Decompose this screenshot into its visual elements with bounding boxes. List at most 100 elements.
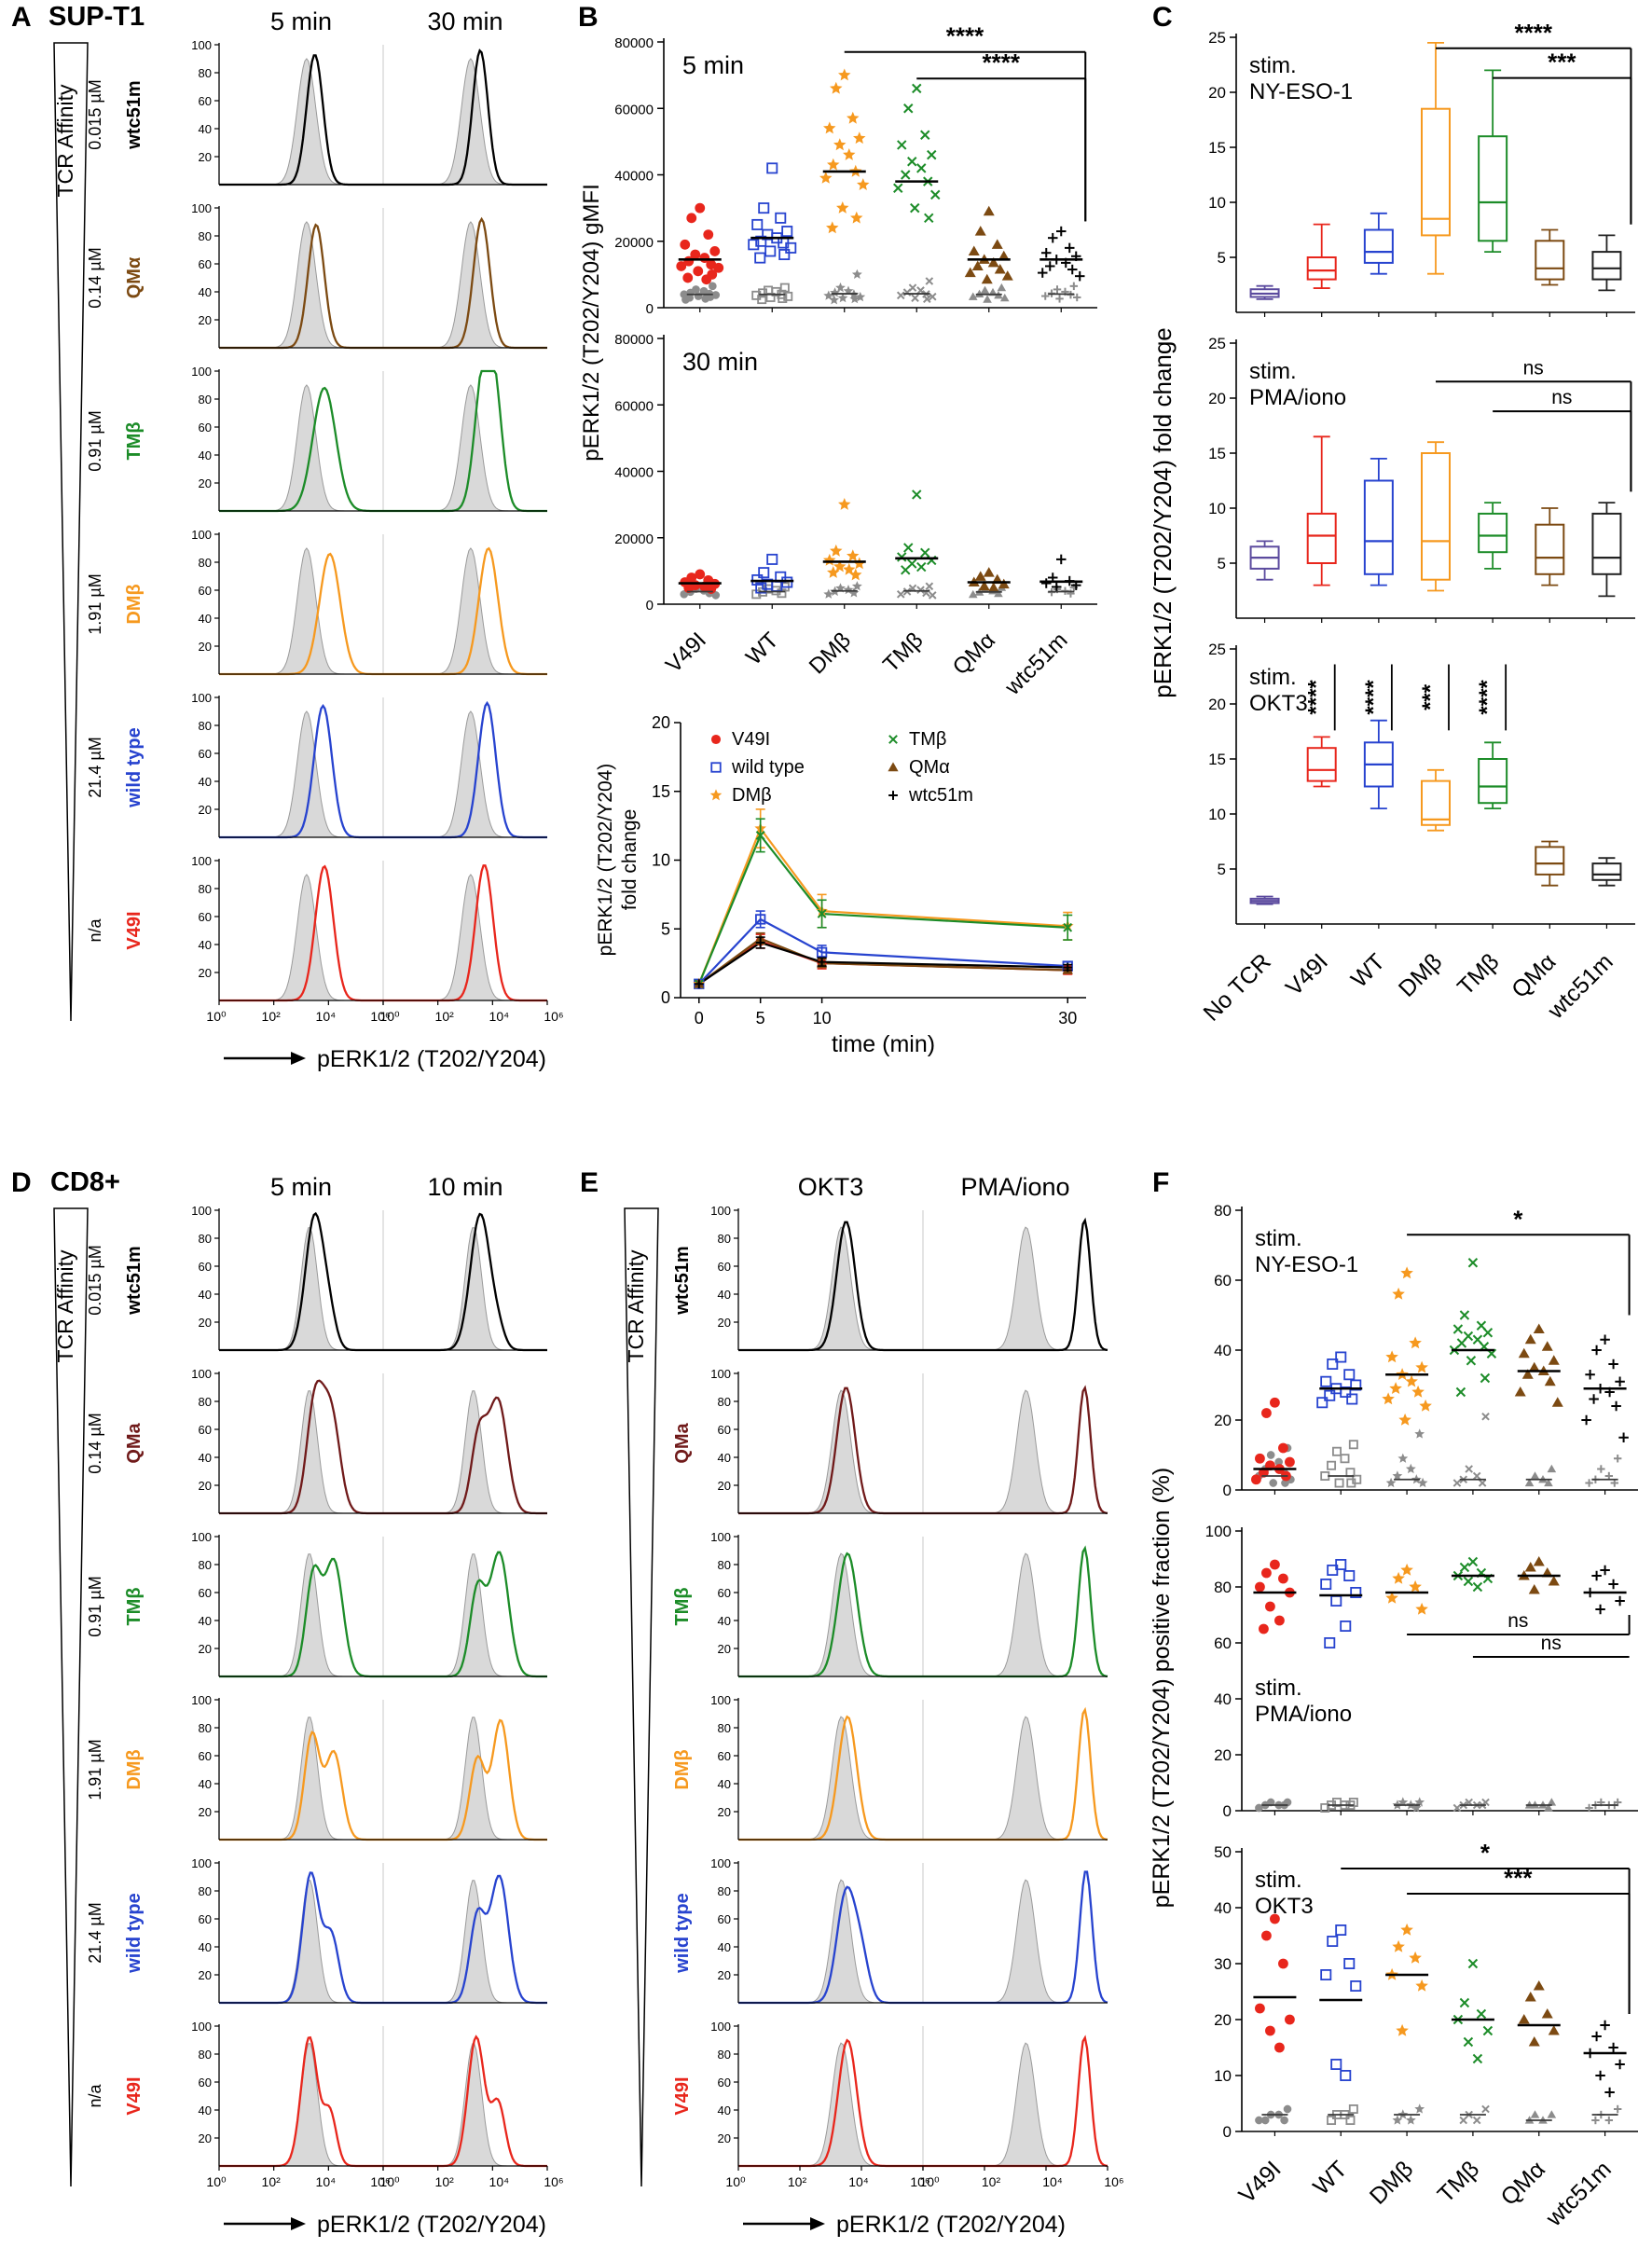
point-circle-icon [1278, 1442, 1288, 1454]
y-tick-label: 10 [1208, 194, 1226, 212]
y-tick-label: 80 [1214, 1579, 1232, 1596]
stim-name: NY-ESO-1 [1249, 79, 1353, 104]
y-tick-label: 15 [1208, 751, 1226, 768]
point-star-icon [1405, 1463, 1416, 1474]
point-square-icon [775, 212, 787, 224]
x-tick-label: 10⁴ [316, 1009, 337, 1024]
point-star-icon [1397, 1453, 1409, 1463]
point-triangle-icon [1533, 1556, 1545, 1566]
tcr-name-label: TMβ [124, 421, 145, 460]
point-x-icon [1459, 2116, 1468, 2125]
category-label: TMβ [1433, 2156, 1484, 2207]
stim-name: PMA/iono [1255, 1702, 1352, 1727]
y-tick-label: 0 [646, 301, 654, 317]
y-tick-label: 25 [1208, 335, 1226, 352]
point-square-icon [1343, 1958, 1356, 1970]
point-circle-icon [703, 229, 714, 241]
stim-label: stim. [1249, 665, 1297, 690]
y-tick-label: 60 [718, 1423, 731, 1437]
significance-label: ns [1551, 387, 1572, 408]
point-triangle-icon [1518, 1347, 1530, 1359]
point-square-icon [1327, 1936, 1339, 1948]
point-x-icon [901, 565, 911, 575]
point-triangle-icon [1001, 270, 1013, 281]
point-star-icon [836, 201, 849, 214]
point-star-icon [838, 68, 851, 81]
point-x-icon [1472, 1471, 1481, 1481]
point-star-icon [849, 568, 862, 581]
y-tick-label: 80 [199, 2048, 212, 2062]
y-tick-label: 40 [199, 612, 212, 626]
y-tick-label: 80 [718, 1558, 731, 1572]
point-x-icon [912, 490, 922, 500]
point-x-icon [1465, 1465, 1473, 1473]
y-tick-label: 20 [718, 1479, 731, 1493]
y-tick-label: 10 [1214, 2067, 1232, 2085]
point-square-icon [1346, 1478, 1356, 1488]
y-tick-label: 80 [718, 1884, 731, 1898]
point-star-icon [849, 294, 860, 304]
point-star-icon [1389, 1382, 1402, 1394]
y-tick-label: 40 [1214, 1899, 1232, 1917]
panel-E: E TCR Affinity OKT3 PMA/iono wtc51m 20 40 60 80… [571, 1165, 1141, 2262]
x-tick-label: 10² [435, 2174, 455, 2189]
point-square-icon [1327, 1564, 1339, 1576]
y-axis-label: pERK1/2 (T202/Y204) gMFI [579, 184, 604, 461]
box [1306, 747, 1337, 782]
y-tick-label: 40 [199, 1777, 212, 1791]
point-square-icon [755, 914, 766, 925]
control-histogram [219, 874, 383, 1001]
point-circle-icon [681, 296, 690, 304]
y-tick-label: 100 [191, 2020, 212, 2034]
point-circle-icon [709, 282, 717, 291]
point-square-icon [1350, 1379, 1362, 1391]
y-axis-label: pERK1/2 (T202/Y204) positive fraction (%… [1149, 1468, 1175, 1908]
point-square-icon [1320, 1375, 1332, 1387]
panel-D: D CD8+ TCR Affinity 5 min 10 min 0.015 µM wt… [0, 1165, 571, 2262]
point-square-icon [781, 226, 793, 238]
y-tick-label: 40 [718, 1288, 731, 1302]
x-tick-label: 10⁴ [489, 2174, 510, 2189]
y-tick-label: 80 [199, 882, 212, 896]
x-tick-label: 10² [982, 2174, 1001, 2189]
y-tick-label: 80 [199, 1395, 212, 1409]
point-x-icon [920, 130, 930, 140]
x-tick-label: 10⁴ [489, 1009, 510, 1024]
y-tick-label: 20 [718, 1316, 731, 1330]
point-x-icon [893, 183, 903, 193]
stim-name: PMA/iono [1249, 385, 1346, 410]
point-square-icon [1340, 1386, 1352, 1398]
y-tick-label: 100 [191, 691, 212, 705]
panel-F-plot: pERK1/2 (T202/Y204) positive fraction (%… [1149, 1202, 1638, 2232]
point-square-icon [771, 286, 781, 297]
point-star-icon [851, 269, 862, 279]
x-tick-label: 10² [262, 2174, 282, 2189]
stim-label: stim. [1249, 359, 1297, 384]
point-triangle-icon [968, 292, 978, 300]
point-x-icon [1452, 1479, 1462, 1487]
y-tick-label: 100 [710, 1693, 731, 1707]
point-square-icon [1335, 1351, 1347, 1363]
y-axis-label: pERK1/2 (T202/Y204) fold change [1149, 327, 1177, 697]
panel-C-letter: C [1152, 2, 1173, 33]
y-tick-label: 20 [199, 1805, 212, 1819]
x-tick-label: 10⁶ [370, 1009, 390, 1024]
point-star-icon [1409, 1579, 1422, 1593]
point-x-icon [1463, 1576, 1474, 1587]
point-circle-icon [1255, 1803, 1263, 1813]
x-tick-label: 10⁶ [370, 2174, 390, 2189]
legend-label: wtc51m [908, 785, 973, 806]
point-circle-icon [1285, 2014, 1295, 2025]
control-histogram [738, 1389, 923, 1514]
point-x-icon [902, 288, 912, 297]
point-x-icon [897, 140, 907, 150]
point-circle-icon [706, 584, 717, 595]
point-x-icon [1459, 1997, 1470, 2008]
point-circle-icon [690, 249, 701, 260]
y-tick-label: 40 [199, 1288, 212, 1302]
control-histogram [219, 710, 383, 838]
y-tick-label: 20 [199, 1479, 212, 1493]
point-circle-icon [680, 589, 689, 599]
y-tick-label: 80 [718, 1721, 731, 1735]
point-circle-icon [1261, 1567, 1272, 1579]
